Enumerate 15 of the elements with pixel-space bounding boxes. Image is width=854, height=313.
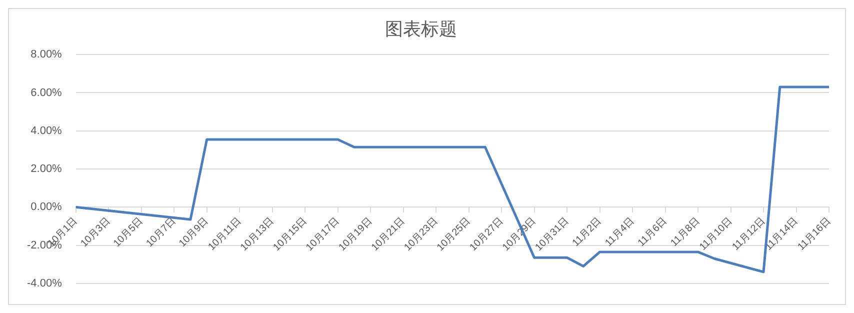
chart-title: 图表标题 xyxy=(385,18,457,39)
y-tick-label: 0.00% xyxy=(30,201,62,214)
x-tick-label: 10月5日 xyxy=(112,216,146,250)
x-tick-label: 11月16日 xyxy=(796,216,834,253)
y-tick-label: -4.00% xyxy=(26,277,62,290)
x-tick-label: 11月6日 xyxy=(636,216,670,249)
y-tick-label: 4.00% xyxy=(30,124,62,137)
x-tick-label: 11月4日 xyxy=(603,216,637,249)
x-tick-label: 11月2日 xyxy=(570,216,604,249)
x-tick-label: 10月3日 xyxy=(78,216,113,250)
y-tick-label: 6.00% xyxy=(30,86,62,99)
x-tick-label: 10月7日 xyxy=(144,216,178,250)
x-tick-label: 11月12日 xyxy=(730,216,768,253)
y-tick-label: 8.00% xyxy=(30,48,62,61)
y-tick-label: 2.00% xyxy=(30,163,62,176)
